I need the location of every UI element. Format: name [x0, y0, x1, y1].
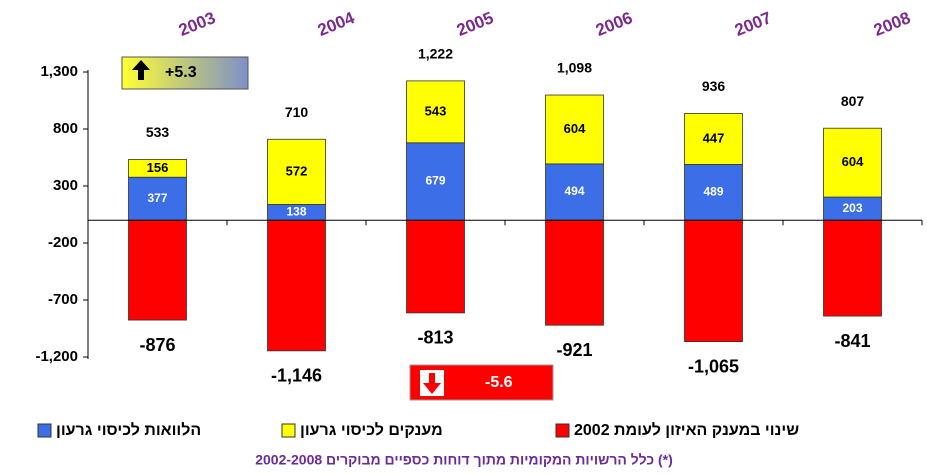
x-tick-label: 2004 — [315, 8, 358, 40]
total-label: 936 — [702, 78, 726, 94]
bar-segment — [545, 94, 604, 165]
y-tick-label: -1,200 — [35, 348, 78, 365]
value-label: 679 — [425, 174, 445, 188]
legend-label: שינוי במענק האיזון לעומת 2002 — [574, 421, 799, 439]
y-tick-label: 300 — [53, 177, 78, 194]
value-label: -1,065 — [688, 356, 739, 376]
value-label: 489 — [703, 184, 723, 198]
x-tick-label: 2006 — [593, 8, 635, 40]
bar-segment — [684, 113, 743, 165]
value-label: 494 — [564, 184, 584, 198]
value-label: -876 — [139, 335, 175, 355]
x-tick-label: 2007 — [732, 8, 774, 40]
x-tick-label: 2005 — [454, 8, 496, 40]
bar-segment — [823, 127, 882, 198]
bar-segment — [128, 159, 187, 178]
bar-segment — [267, 219, 326, 352]
y-tick-label: 800 — [53, 120, 78, 137]
down-arrow — [423, 373, 441, 394]
value-label: -1,146 — [271, 366, 322, 386]
legend-swatch — [37, 423, 52, 438]
total-label: 533 — [146, 124, 170, 140]
legend-label: הלוואות לכיסוי גרעון — [56, 421, 201, 439]
value-label: 447 — [703, 130, 725, 145]
bar-segment — [823, 219, 882, 317]
x-tick-label: 2003 — [176, 8, 218, 40]
legend-swatch — [281, 423, 296, 438]
value-label: 572 — [286, 163, 308, 178]
y-tick-label: -200 — [48, 234, 78, 251]
bar-segment — [545, 219, 604, 326]
footnote: (*) כלל הרשויות המקומיות מתוך דוחות כספי… — [255, 452, 673, 468]
total-label: 807 — [841, 93, 865, 109]
value-label: 138 — [286, 205, 306, 219]
value-label: 377 — [147, 191, 167, 205]
total-label: 1,222 — [418, 46, 453, 62]
y-tick-label: -700 — [48, 291, 78, 308]
value-label: 156 — [147, 160, 169, 175]
annotation: +5.3 — [165, 64, 197, 81]
bar-segment — [406, 219, 465, 314]
value-label: 203 — [842, 201, 862, 215]
value-label: -921 — [556, 340, 592, 360]
bar-segment — [128, 219, 187, 321]
legend-swatch — [555, 423, 570, 438]
total-label: 710 — [285, 104, 309, 120]
value-label: 604 — [564, 121, 586, 136]
value-label: -813 — [417, 328, 453, 348]
legend-label: מענקים לכיסוי גרעון — [300, 421, 443, 439]
value-label: 543 — [425, 103, 447, 118]
bar-segment — [267, 138, 326, 205]
y-tick-label: 1,300 — [40, 63, 78, 80]
value-label: 604 — [842, 154, 864, 169]
value-label: -841 — [834, 331, 870, 351]
up-arrow — [132, 60, 150, 80]
bar-segment — [684, 219, 743, 343]
bar-segment — [406, 80, 465, 144]
bar-segment — [128, 176, 187, 221]
total-label: 1,098 — [557, 60, 592, 76]
x-tick-label: 2008 — [871, 8, 913, 40]
annotation: -5.6 — [485, 374, 513, 391]
